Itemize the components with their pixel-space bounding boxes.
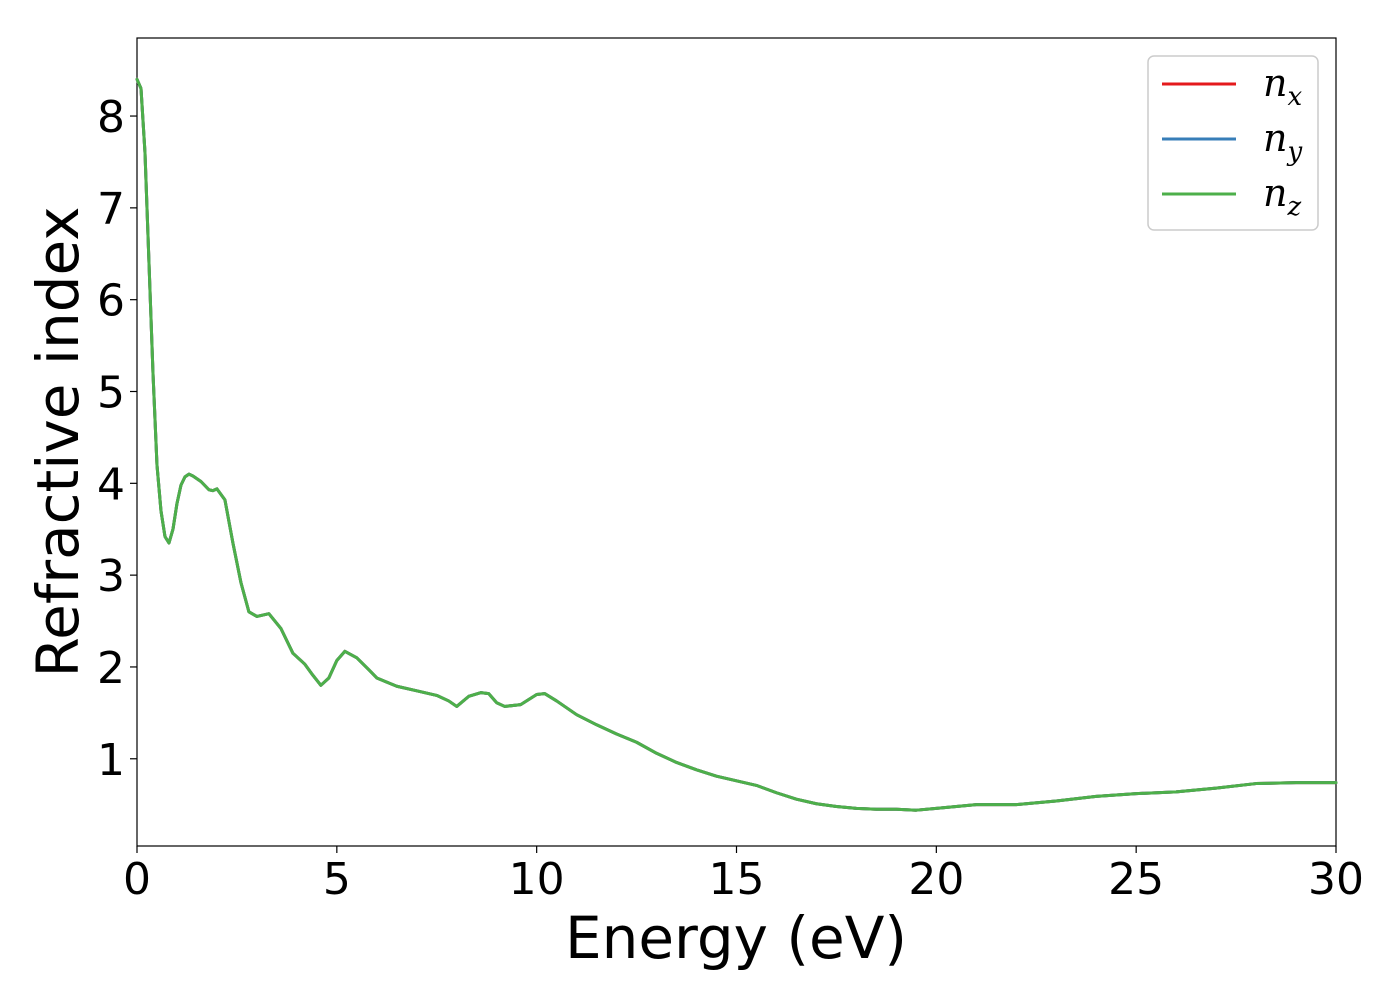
series-line-nz [135,77,1338,812]
y-tick-label: 8 [97,92,125,143]
legend-label-ny: ny [1263,116,1302,167]
y-tick-label: 5 [97,368,125,419]
x-tick-label: 0 [123,854,151,905]
y-tick-label: 6 [97,276,125,327]
y-axis-ticks: 1 2 3 4 5 6 7 8 [97,92,137,786]
legend-label-subscript: x [1287,82,1302,112]
x-tick-label: 20 [908,854,964,905]
x-tick-label: 30 [1308,854,1364,905]
x-axis-ticks: 0 5 10 15 20 25 30 [123,846,1364,905]
legend-label-nz: nz [1263,171,1301,222]
y-tick-label: 4 [97,459,125,510]
x-axis-title: Energy (eV) [565,904,907,972]
y-tick-label: 3 [97,551,125,602]
legend-label-subscript: z [1286,192,1301,222]
series-layer [135,77,1338,812]
legend-frame [1147,55,1319,231]
plot-area [135,37,1338,847]
y-tick-label: 2 [97,643,125,694]
plot-frame [136,37,1337,847]
legend-label-nx: nx [1263,61,1302,112]
legend-label-base: n [1263,61,1287,105]
legend-label-base: n [1263,171,1287,215]
x-tick-label: 15 [709,854,765,905]
y-tick-label: 7 [97,184,125,235]
y-tick-label: 1 [97,735,125,786]
legend-label-subscript: y [1286,137,1302,167]
legend-label-base: n [1263,116,1287,160]
x-tick-label: 25 [1108,854,1164,905]
y-axis-title: Refractive index [24,206,92,677]
x-tick-label: 5 [323,854,351,905]
x-tick-label: 10 [509,854,565,905]
